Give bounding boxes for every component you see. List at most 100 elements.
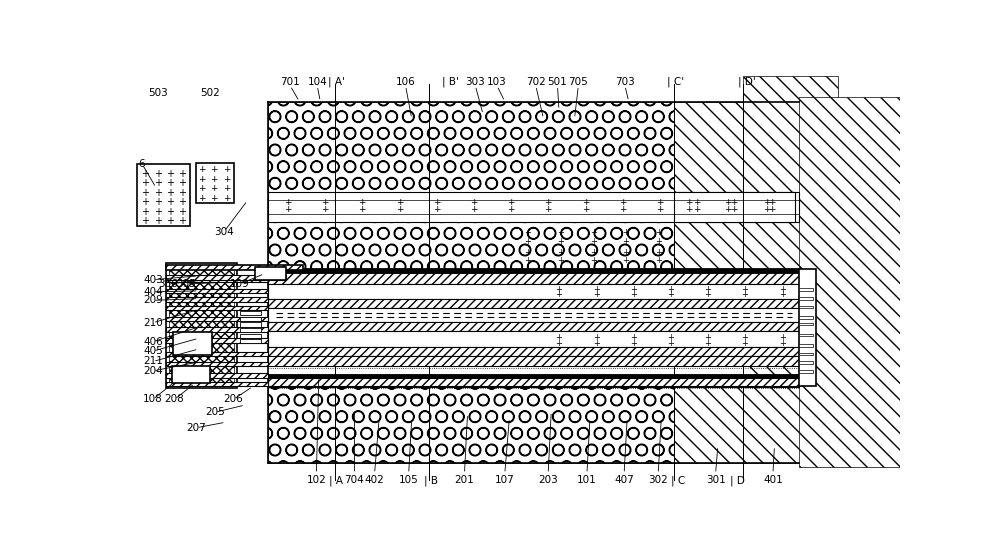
Polygon shape [268, 356, 799, 366]
Polygon shape [169, 264, 234, 386]
Text: +: + [724, 206, 732, 215]
Text: 203: 203 [538, 475, 558, 485]
Text: +: + [166, 216, 174, 226]
Polygon shape [166, 306, 268, 310]
Text: +: + [433, 198, 440, 207]
Text: 705: 705 [568, 77, 588, 87]
Text: +: + [525, 256, 531, 266]
Polygon shape [799, 316, 813, 319]
Text: +: + [655, 248, 662, 257]
Text: 301: 301 [706, 475, 725, 485]
Text: +: + [593, 290, 600, 299]
Text: | A': | A' [328, 77, 345, 87]
Polygon shape [240, 323, 261, 326]
Polygon shape [240, 334, 261, 338]
Text: +: + [544, 206, 552, 215]
Text: 104: 104 [307, 77, 327, 87]
Text: +: + [742, 285, 748, 293]
Text: +: + [704, 285, 711, 293]
Polygon shape [429, 102, 674, 192]
Text: 305: 305 [176, 279, 196, 289]
Text: 204: 204 [143, 366, 163, 376]
Text: +: + [685, 206, 693, 215]
Text: +: + [763, 198, 770, 207]
Text: +: + [590, 237, 597, 246]
Text: | D: | D [730, 475, 745, 486]
Text: +: + [622, 228, 629, 238]
Text: +: + [742, 290, 748, 299]
Text: +: + [556, 339, 562, 348]
Text: +: + [655, 237, 662, 246]
Polygon shape [166, 275, 286, 280]
Text: +: + [667, 290, 674, 299]
Polygon shape [173, 332, 212, 356]
Text: 306: 306 [159, 279, 178, 289]
Text: 304: 304 [214, 226, 234, 236]
Text: +: + [556, 333, 562, 342]
Text: +: + [321, 206, 329, 215]
Text: +: + [557, 237, 564, 246]
Text: | B: | B [424, 475, 438, 486]
Polygon shape [268, 222, 429, 269]
Polygon shape [268, 283, 799, 299]
Text: 109: 109 [230, 279, 250, 289]
Polygon shape [268, 322, 799, 331]
Text: 407: 407 [614, 475, 634, 485]
Text: +: + [556, 290, 562, 299]
Text: +: + [166, 207, 174, 217]
Text: +: + [704, 290, 711, 299]
Text: +: + [178, 207, 186, 217]
Text: | D': | D' [738, 77, 755, 87]
Text: +: + [593, 333, 600, 342]
Text: +: + [141, 207, 149, 217]
Text: 108: 108 [143, 394, 163, 404]
Text: 403: 403 [143, 274, 163, 285]
Text: +: + [557, 228, 564, 238]
Polygon shape [799, 334, 813, 336]
Polygon shape [240, 311, 261, 315]
Polygon shape [166, 328, 268, 332]
Polygon shape [166, 277, 268, 282]
Text: +: + [178, 178, 186, 188]
Polygon shape [166, 289, 268, 293]
Text: 209: 209 [143, 295, 163, 305]
Text: +: + [590, 256, 597, 266]
Text: +: + [210, 175, 218, 184]
Polygon shape [674, 102, 743, 192]
Text: +: + [507, 206, 515, 215]
Polygon shape [674, 377, 743, 463]
Text: +: + [284, 198, 292, 207]
Polygon shape [172, 366, 210, 383]
Polygon shape [268, 192, 799, 222]
Text: 404: 404 [143, 287, 163, 297]
Polygon shape [799, 269, 816, 386]
Polygon shape [268, 272, 799, 283]
Text: +: + [630, 290, 637, 299]
Text: 6: 6 [139, 159, 145, 169]
Text: +: + [223, 184, 230, 193]
Text: +: + [154, 169, 162, 179]
Text: +: + [619, 198, 626, 207]
Text: +: + [178, 197, 186, 207]
Text: +: + [210, 184, 218, 193]
Text: 703: 703 [615, 77, 635, 87]
Text: 107: 107 [495, 475, 515, 485]
Text: 106: 106 [396, 77, 415, 87]
Text: +: + [593, 285, 600, 293]
Polygon shape [268, 376, 799, 386]
Text: +: + [141, 178, 149, 188]
Polygon shape [799, 344, 813, 347]
Polygon shape [799, 370, 813, 373]
Text: +: + [768, 198, 775, 207]
Text: | A: | A [329, 475, 343, 486]
Text: +: + [622, 237, 629, 246]
Text: +: + [154, 207, 162, 217]
Polygon shape [240, 317, 261, 321]
Text: +: + [730, 206, 738, 215]
Text: 406: 406 [143, 337, 163, 347]
Text: 201: 201 [455, 475, 474, 485]
Polygon shape [166, 338, 268, 343]
Text: +: + [198, 184, 205, 193]
Text: +: + [223, 165, 230, 174]
Polygon shape [268, 308, 799, 322]
